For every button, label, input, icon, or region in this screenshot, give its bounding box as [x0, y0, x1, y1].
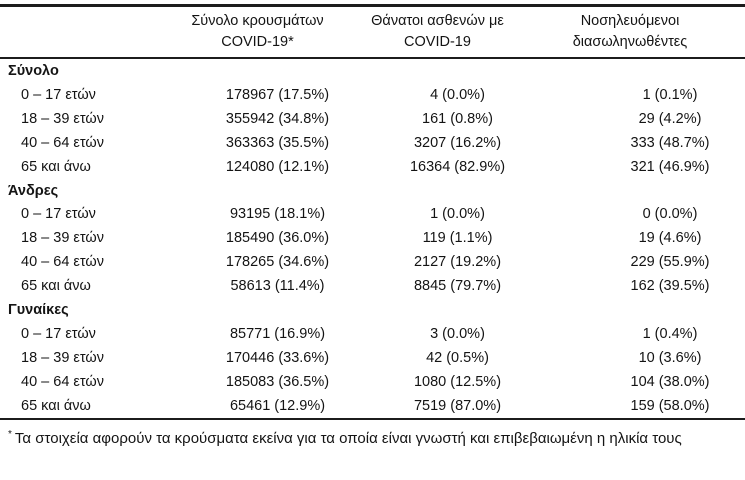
intubated-value: 1 (0.4%) — [642, 326, 698, 343]
row-label: 65 και άνω — [21, 397, 91, 414]
header-total-cases: Σύνολο κρουσμάτων COVID-19* — [185, 11, 370, 53]
intubated-value: 19 (4.6%) — [638, 230, 702, 247]
row-label: 65 και άνω — [21, 278, 91, 295]
intubated-value: 333 (48.7%) — [630, 134, 710, 151]
table-row: 0 – 17 ετών 85771 (16.9%) 3 (0.0%) 1 (0.… — [0, 322, 745, 346]
table-row: 40 – 64 ετών 185083 (36.5%) 1080 (12.5%)… — [0, 370, 745, 394]
cases-value: 185490 (36.0%) — [225, 230, 330, 247]
cases-value: 355942 (34.8%) — [225, 110, 330, 127]
intubated-value: 321 (46.9%) — [630, 158, 710, 175]
group-label: Άνδρες — [8, 182, 59, 199]
deaths-value: 3 (0.0%) — [430, 326, 485, 343]
table-row: 18 – 39 ετών 355942 (34.8%) 161 (0.8%) 2… — [0, 107, 745, 131]
intubated-value: 104 (38.0%) — [630, 373, 710, 390]
table-row: 40 – 64 ετών 363363 (35.5%) 3207 (16.2%)… — [0, 131, 745, 155]
row-label: 40 – 64 ετών — [21, 254, 104, 271]
intubated-value: 229 (55.9%) — [630, 254, 710, 271]
table-row: 18 – 39 ετών 170446 (33.6%) 42 (0.5%) 10… — [0, 346, 745, 370]
row-label: 0 – 17 ετών — [21, 86, 96, 103]
group-header-men: Άνδρες — [0, 179, 745, 203]
table-row: 65 και άνω 65461 (12.9%) 7519 (87.0%) 15… — [0, 394, 745, 418]
row-label: 0 – 17 ετών — [21, 326, 96, 343]
deaths-value: 42 (0.5%) — [426, 350, 489, 367]
header-intubated-line1: Νοσηλευόμενοι — [580, 13, 680, 29]
table-header-rule — [0, 57, 745, 59]
deaths-value: 8845 (79.7%) — [413, 278, 502, 295]
row-label: 0 – 17 ετών — [21, 206, 96, 223]
intubated-value: 29 (4.2%) — [638, 110, 702, 127]
cases-value: 124080 (12.1%) — [225, 158, 330, 175]
cases-value: 185083 (36.5%) — [225, 373, 330, 390]
table-row: 0 – 17 ετών 93195 (18.1%) 1 (0.0%) 0 (0.… — [0, 203, 745, 227]
deaths-value: 7519 (87.0%) — [413, 397, 502, 414]
table-top-rule — [0, 4, 745, 7]
footnote-marker: * — [8, 428, 12, 440]
deaths-value: 119 (1.1%) — [422, 230, 493, 247]
table-row: 65 και άνω 58613 (11.4%) 8845 (79.7%) 16… — [0, 274, 745, 298]
row-label: 40 – 64 ετών — [21, 134, 104, 151]
table-footnote: * Τα στοιχεία αφορούν τα κρούσματα εκείνα… — [0, 426, 745, 448]
header-total-cases-line1: Σύνολο κρουσμάτων — [191, 13, 324, 29]
group-label: Γυναίκες — [8, 302, 69, 319]
group-header-women: Γυναίκες — [0, 298, 745, 322]
intubated-value: 162 (39.5%) — [630, 278, 710, 295]
cases-value: 178967 (17.5%) — [225, 86, 330, 103]
intubated-value: 159 (58.0%) — [630, 397, 710, 414]
header-deaths-line2: COVID-19 — [404, 34, 471, 50]
row-label: 40 – 64 ετών — [21, 373, 104, 390]
row-label: 18 – 39 ετών — [21, 350, 104, 367]
group-label: Σύνολο — [8, 62, 59, 79]
group-header-total: Σύνολο — [0, 59, 745, 83]
row-label: 18 – 39 ετών — [21, 110, 104, 127]
header-intubated: Νοσηλευόμενοι διασωληνωθέντες — [545, 11, 745, 53]
table-row: 0 – 17 ετών 178967 (17.5%) 4 (0.0%) 1 (0… — [0, 83, 745, 107]
intubated-value: 0 (0.0%) — [642, 206, 698, 223]
report-table-page: Σύνολο κρουσμάτων COVID-19* Θάνατοι ασθε… — [0, 4, 745, 480]
deaths-value: 16364 (82.9%) — [409, 158, 506, 175]
table-row: 65 και άνω 124080 (12.1%) 16364 (82.9%) … — [0, 155, 745, 179]
cases-value: 93195 (18.1%) — [229, 206, 326, 223]
header-total-cases-line2: COVID-19* — [221, 34, 294, 50]
header-deaths-line1: Θάνατοι ασθενών με — [371, 13, 504, 29]
intubated-value: 10 (3.6%) — [638, 350, 702, 367]
cases-value: 58613 (11.4%) — [230, 278, 325, 295]
cases-value: 363363 (35.5%) — [225, 134, 330, 151]
cases-value: 85771 (16.9%) — [229, 326, 326, 343]
deaths-value: 1080 (12.5%) — [413, 373, 502, 390]
header-deaths: Θάνατοι ασθενών με COVID-19 — [370, 11, 545, 53]
table-row: 18 – 39 ετών 185490 (36.0%) 119 (1.1%) 1… — [0, 226, 745, 250]
table-header-row: Σύνολο κρουσμάτων COVID-19* Θάνατοι ασθε… — [0, 7, 745, 57]
deaths-value: 1 (0.0%) — [430, 206, 485, 223]
footnote-text: Τα στοιχεία αφορούν τα κρούσματα εκείνα … — [14, 429, 682, 447]
row-label: 18 – 39 ετών — [21, 230, 104, 247]
deaths-value: 161 (0.8%) — [422, 110, 493, 127]
row-label: 65 και άνω — [21, 158, 91, 175]
cases-value: 65461 (12.9%) — [229, 397, 326, 414]
intubated-value: 1 (0.1%) — [642, 86, 698, 103]
deaths-value: 4 (0.0%) — [430, 86, 485, 103]
deaths-value: 3207 (16.2%) — [413, 134, 502, 151]
cases-value: 178265 (34.6%) — [225, 254, 330, 271]
table-row: 40 – 64 ετών 178265 (34.6%) 2127 (19.2%)… — [0, 250, 745, 274]
cases-value: 170446 (33.6%) — [225, 350, 330, 367]
table-bottom-rule — [0, 417, 745, 420]
header-intubated-line2: διασωληνωθέντες — [572, 34, 688, 50]
deaths-value: 2127 (19.2%) — [413, 254, 502, 271]
